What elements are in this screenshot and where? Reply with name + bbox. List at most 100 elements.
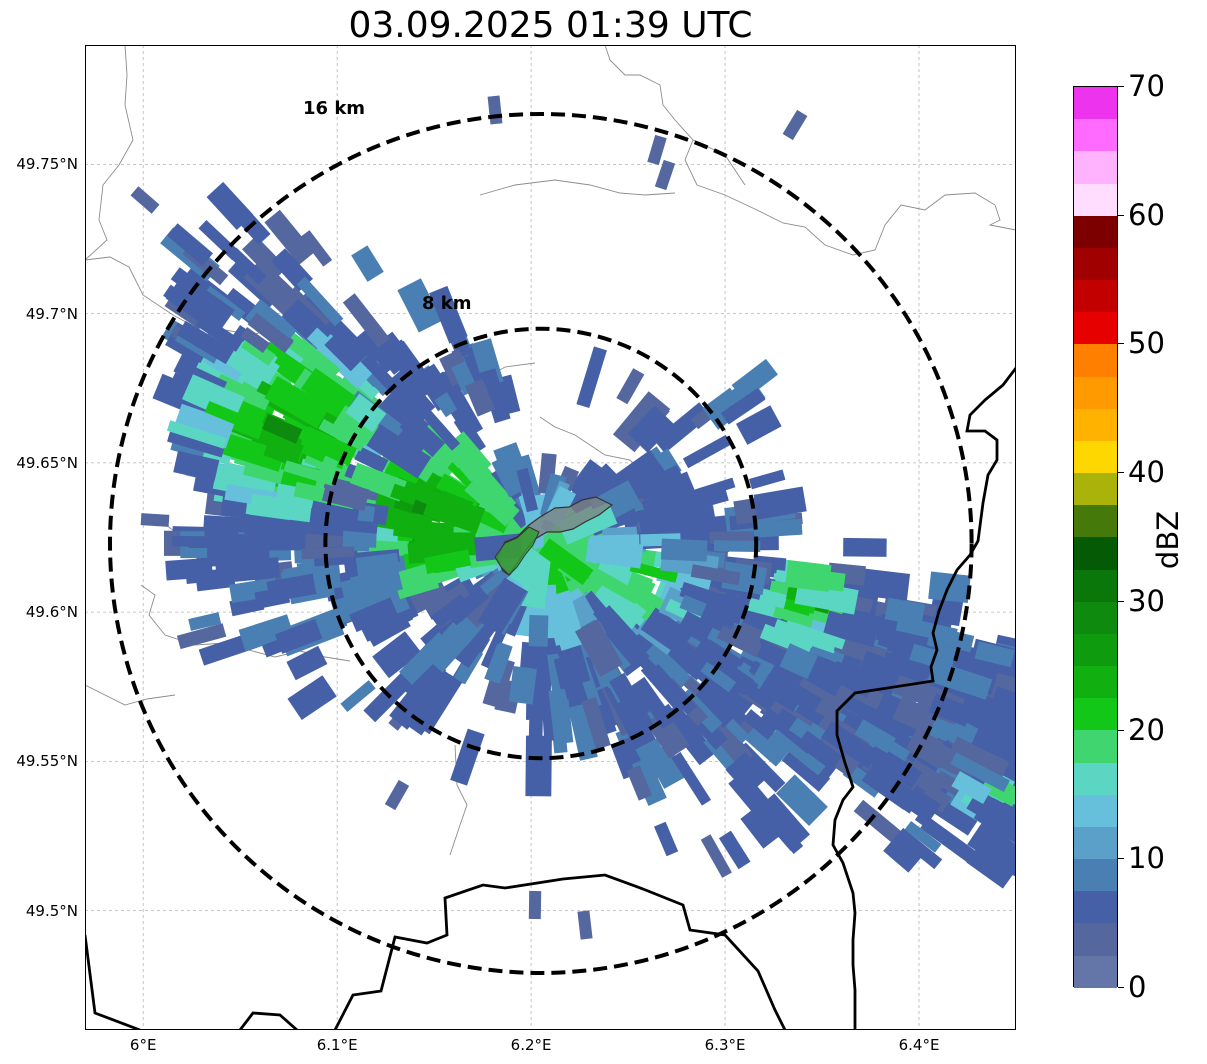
echo-cell xyxy=(654,159,676,191)
echo-cell xyxy=(788,709,831,749)
echo-cell xyxy=(702,387,746,430)
echo-cell xyxy=(755,793,811,852)
echo-cell xyxy=(779,643,818,680)
echo-cell xyxy=(649,477,695,512)
echo-cell xyxy=(238,614,294,652)
colorbar-swatch xyxy=(1074,633,1117,667)
colorbar-swatch xyxy=(1074,280,1117,313)
echo-cell xyxy=(525,735,552,797)
echo-cell xyxy=(892,628,928,650)
echo-cell xyxy=(843,537,887,557)
echo-cell xyxy=(528,890,542,920)
echo-cell xyxy=(904,820,942,853)
echo-cell xyxy=(324,328,368,372)
echo-cell xyxy=(616,368,645,405)
echo-cell xyxy=(752,518,803,538)
echo-cell xyxy=(735,405,782,445)
echo-cell xyxy=(558,502,618,545)
colorbar-swatch xyxy=(1074,537,1117,570)
echo-cell xyxy=(677,610,714,644)
echo-cell xyxy=(342,293,390,348)
colorbar-swatch xyxy=(1074,473,1117,506)
echo-cell xyxy=(577,910,593,940)
echo-cell xyxy=(713,540,761,553)
echo-cell xyxy=(464,378,496,417)
range-rings xyxy=(108,111,974,975)
colorbar-swatch xyxy=(1074,440,1117,474)
echo-cell xyxy=(188,612,222,631)
colorbar-tick xyxy=(1118,729,1124,731)
echo-cell xyxy=(626,765,652,801)
colorbar-swatch xyxy=(1074,859,1117,892)
colorbar-swatch xyxy=(1074,891,1117,924)
colorbar-swatch xyxy=(1074,344,1117,377)
lon-tick-label: 6°E xyxy=(129,1036,157,1054)
lat-tick-label: 49.75°N xyxy=(16,155,78,174)
echo-cell xyxy=(321,479,370,512)
echo-cell xyxy=(861,763,916,810)
echo-cell xyxy=(700,834,732,878)
echo-cell xyxy=(781,747,831,792)
echo-cell xyxy=(414,401,461,451)
colorbar-swatch xyxy=(1074,601,1117,634)
echo-cell xyxy=(294,338,341,380)
echo-cell xyxy=(172,535,232,547)
echo-cell xyxy=(221,433,286,472)
echo-cell xyxy=(215,557,274,584)
echo-cell xyxy=(177,320,235,365)
echo-cell xyxy=(130,186,160,214)
echo-cell xyxy=(384,779,410,811)
lat-tick-label: 49.55°N xyxy=(16,752,78,771)
echo-cell xyxy=(576,346,607,409)
echo-cell xyxy=(682,434,732,469)
echo-cell xyxy=(609,672,654,733)
echo-cell xyxy=(574,618,623,677)
echo-cell xyxy=(318,418,366,452)
echo-cell xyxy=(699,602,738,635)
echo-cell xyxy=(198,219,241,261)
echo-cell xyxy=(654,821,679,857)
echo-cell xyxy=(660,538,708,562)
colorbar-swatch xyxy=(1074,215,1117,248)
echo-cell xyxy=(446,383,484,436)
echo-cell xyxy=(640,607,693,656)
echo-cell xyxy=(389,691,426,730)
echo-cell xyxy=(590,534,640,549)
echo-cell xyxy=(671,752,712,806)
echo-cell xyxy=(749,469,786,490)
echo-cell xyxy=(520,551,552,609)
echo-cell xyxy=(951,771,992,805)
echo-cell xyxy=(296,276,344,327)
echo-cell xyxy=(249,493,293,521)
echo-cell xyxy=(844,696,890,729)
colorbar-tick xyxy=(1118,214,1124,216)
echo-cell xyxy=(567,700,598,761)
colorbar-swatch xyxy=(1074,698,1117,731)
echo-cell xyxy=(399,412,446,458)
colorbar-tick-label: 60 xyxy=(1128,197,1165,232)
echo-cell xyxy=(333,405,379,446)
colorbar-tick-label: 10 xyxy=(1128,841,1165,876)
echo-cell xyxy=(653,402,711,454)
colorbar-swatch xyxy=(1074,762,1117,795)
echo-cell xyxy=(884,597,926,626)
colorbar-tick xyxy=(1118,343,1124,345)
echo-cell xyxy=(980,724,1016,760)
echo-cell xyxy=(453,414,487,455)
radar-map[interactable] xyxy=(85,45,1016,1030)
echo-cell xyxy=(909,643,950,671)
colorbar-tick xyxy=(1118,987,1124,988)
echo-cell xyxy=(560,664,583,700)
echo-cell xyxy=(228,247,267,285)
echo-cell xyxy=(508,666,537,705)
echo-cell xyxy=(287,675,337,721)
echo-cell xyxy=(742,709,777,740)
colorbar-swatch xyxy=(1074,730,1117,763)
colorbar-swatch xyxy=(1074,666,1117,699)
echo-cell xyxy=(950,752,1010,792)
colorbar-tick-label: 40 xyxy=(1128,455,1165,490)
echo-cell xyxy=(581,696,611,750)
echo-cell xyxy=(640,638,692,689)
colorbar-swatch xyxy=(1074,312,1117,345)
range-ring xyxy=(108,111,974,975)
